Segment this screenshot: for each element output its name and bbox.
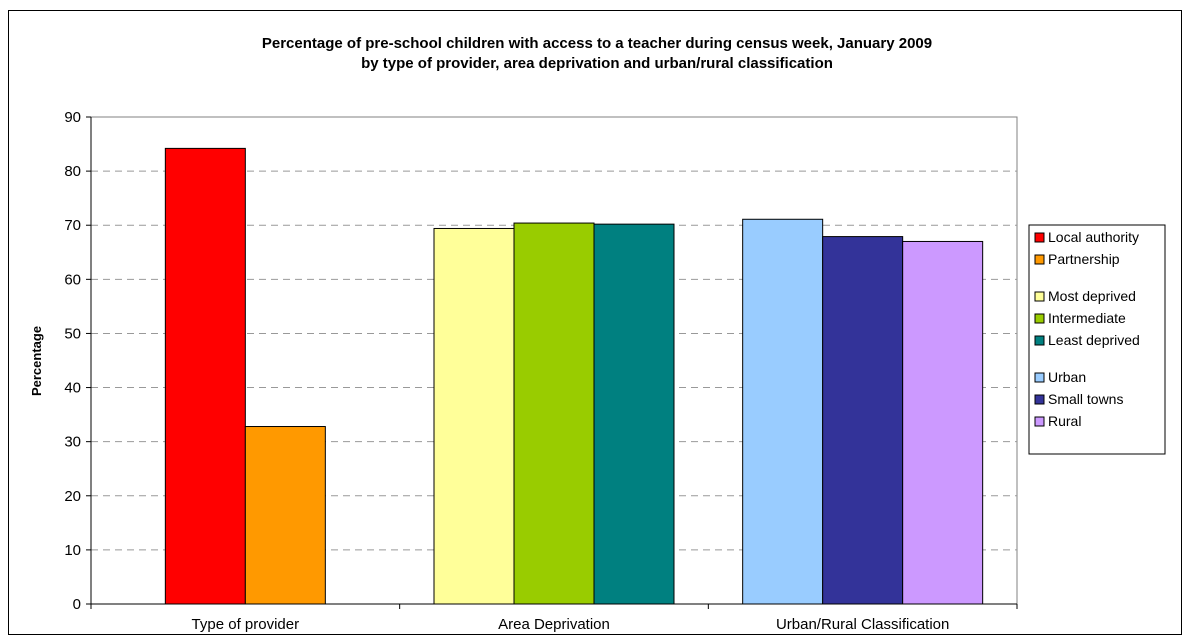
bar-least-deprived — [593, 223, 675, 605]
bar-most-deprived — [433, 227, 515, 605]
legend-entry: Rural — [1048, 413, 1081, 429]
legend-swatch — [1034, 254, 1045, 265]
y-tick-label: 70 — [64, 217, 81, 234]
legend-swatch — [1034, 313, 1045, 324]
x-category-label: Area Deprivation — [498, 616, 610, 633]
x-category-label: Urban/Rural Classification — [776, 616, 949, 633]
legend-swatch — [1034, 291, 1045, 302]
y-tick-label: 60 — [64, 271, 81, 288]
y-tick-label: 30 — [64, 434, 81, 451]
x-category-label: Type of provider — [192, 616, 300, 633]
legend-swatch — [1034, 416, 1045, 427]
legend-swatch — [1034, 335, 1045, 346]
y-tick-label: 40 — [64, 380, 81, 397]
bar-intermediate — [513, 222, 595, 605]
legend-swatch — [1034, 394, 1045, 405]
legend-box — [1028, 224, 1166, 455]
legend-entry: Local authority — [1048, 229, 1139, 245]
y-tick-label: 0 — [73, 596, 81, 613]
chart-title-line-1: Percentage of pre-school children with a… — [262, 35, 932, 52]
legend: Local authority Partnership Most deprived I… — [1028, 224, 1166, 455]
bar-urban — [742, 218, 824, 605]
bar-partnership — [244, 426, 326, 605]
bar-rural — [902, 240, 984, 605]
bar-local-authority — [164, 147, 246, 605]
y-tick-label: 90 — [64, 109, 81, 126]
legend-swatch — [1034, 232, 1045, 243]
bar-chart: Percentage of pre-school children with a… — [29, 35, 1166, 633]
legend-entry: Partnership — [1048, 251, 1120, 267]
legend-entry: Least deprived — [1048, 332, 1140, 348]
y-tick-label: 10 — [64, 542, 81, 559]
legend-entry: Intermediate — [1048, 310, 1126, 326]
plot-area: 0 10 20 30 40 50 60 70 80 90 Type of provider Area … — [64, 109, 1018, 633]
legend-swatch — [1034, 372, 1045, 383]
legend-entry: Urban — [1048, 369, 1086, 385]
y-tick-label: 20 — [64, 488, 81, 505]
y-tick-label: 50 — [64, 325, 81, 342]
y-tick-label: 80 — [64, 163, 81, 180]
legend-entry: Small towns — [1048, 391, 1123, 407]
chart-frame: Percentage of pre-school children with a… — [8, 10, 1182, 635]
chart-title-line-2: by type of provider, area deprivation an… — [361, 55, 833, 72]
bar-small-towns — [822, 236, 904, 605]
legend-entry: Most deprived — [1048, 288, 1136, 304]
y-axis-label: Percentage — [29, 326, 44, 396]
